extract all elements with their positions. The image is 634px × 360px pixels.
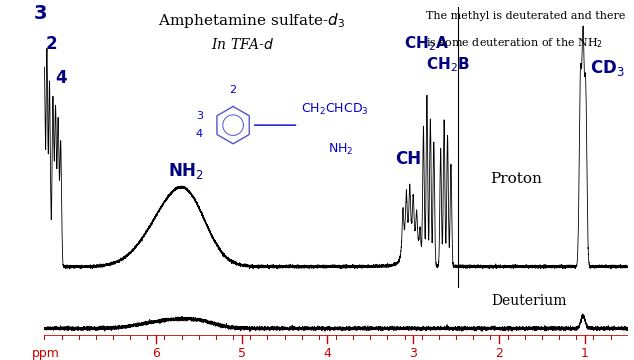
Text: 4: 4: [323, 347, 332, 360]
Text: Deuterium: Deuterium: [491, 293, 567, 307]
Text: 2: 2: [230, 85, 236, 95]
Text: Proton: Proton: [490, 172, 542, 186]
Text: ppm: ppm: [32, 347, 60, 360]
Text: 3: 3: [34, 4, 47, 23]
Text: $\mathrm{CH_2CHCD_3}$: $\mathrm{CH_2CHCD_3}$: [301, 102, 369, 117]
Text: 2: 2: [495, 347, 503, 360]
Text: 3: 3: [410, 347, 417, 360]
Text: 4: 4: [56, 69, 67, 87]
Text: 6: 6: [152, 347, 160, 360]
Text: CH: CH: [395, 150, 421, 168]
Text: 2: 2: [46, 35, 57, 53]
Text: CH$_2$A: CH$_2$A: [404, 34, 450, 53]
Text: 3: 3: [196, 111, 203, 121]
Text: 5: 5: [238, 347, 245, 360]
Text: $\mathrm{NH_2}$: $\mathrm{NH_2}$: [328, 142, 353, 157]
Text: CD$_3$: CD$_3$: [590, 58, 624, 78]
Text: NH$_2$: NH$_2$: [168, 161, 204, 181]
Text: CH$_2$B: CH$_2$B: [425, 55, 469, 74]
Text: 4: 4: [196, 130, 203, 139]
Text: The methyl is deuterated and there: The methyl is deuterated and there: [427, 12, 626, 21]
Text: is some deuteration of the NH$_2$: is some deuteration of the NH$_2$: [427, 37, 604, 50]
Text: 1: 1: [581, 347, 589, 360]
Text: Amphetamine sulfate-$d_3$: Amphetamine sulfate-$d_3$: [158, 12, 346, 30]
Text: In TFA-$d$: In TFA-$d$: [211, 37, 275, 52]
